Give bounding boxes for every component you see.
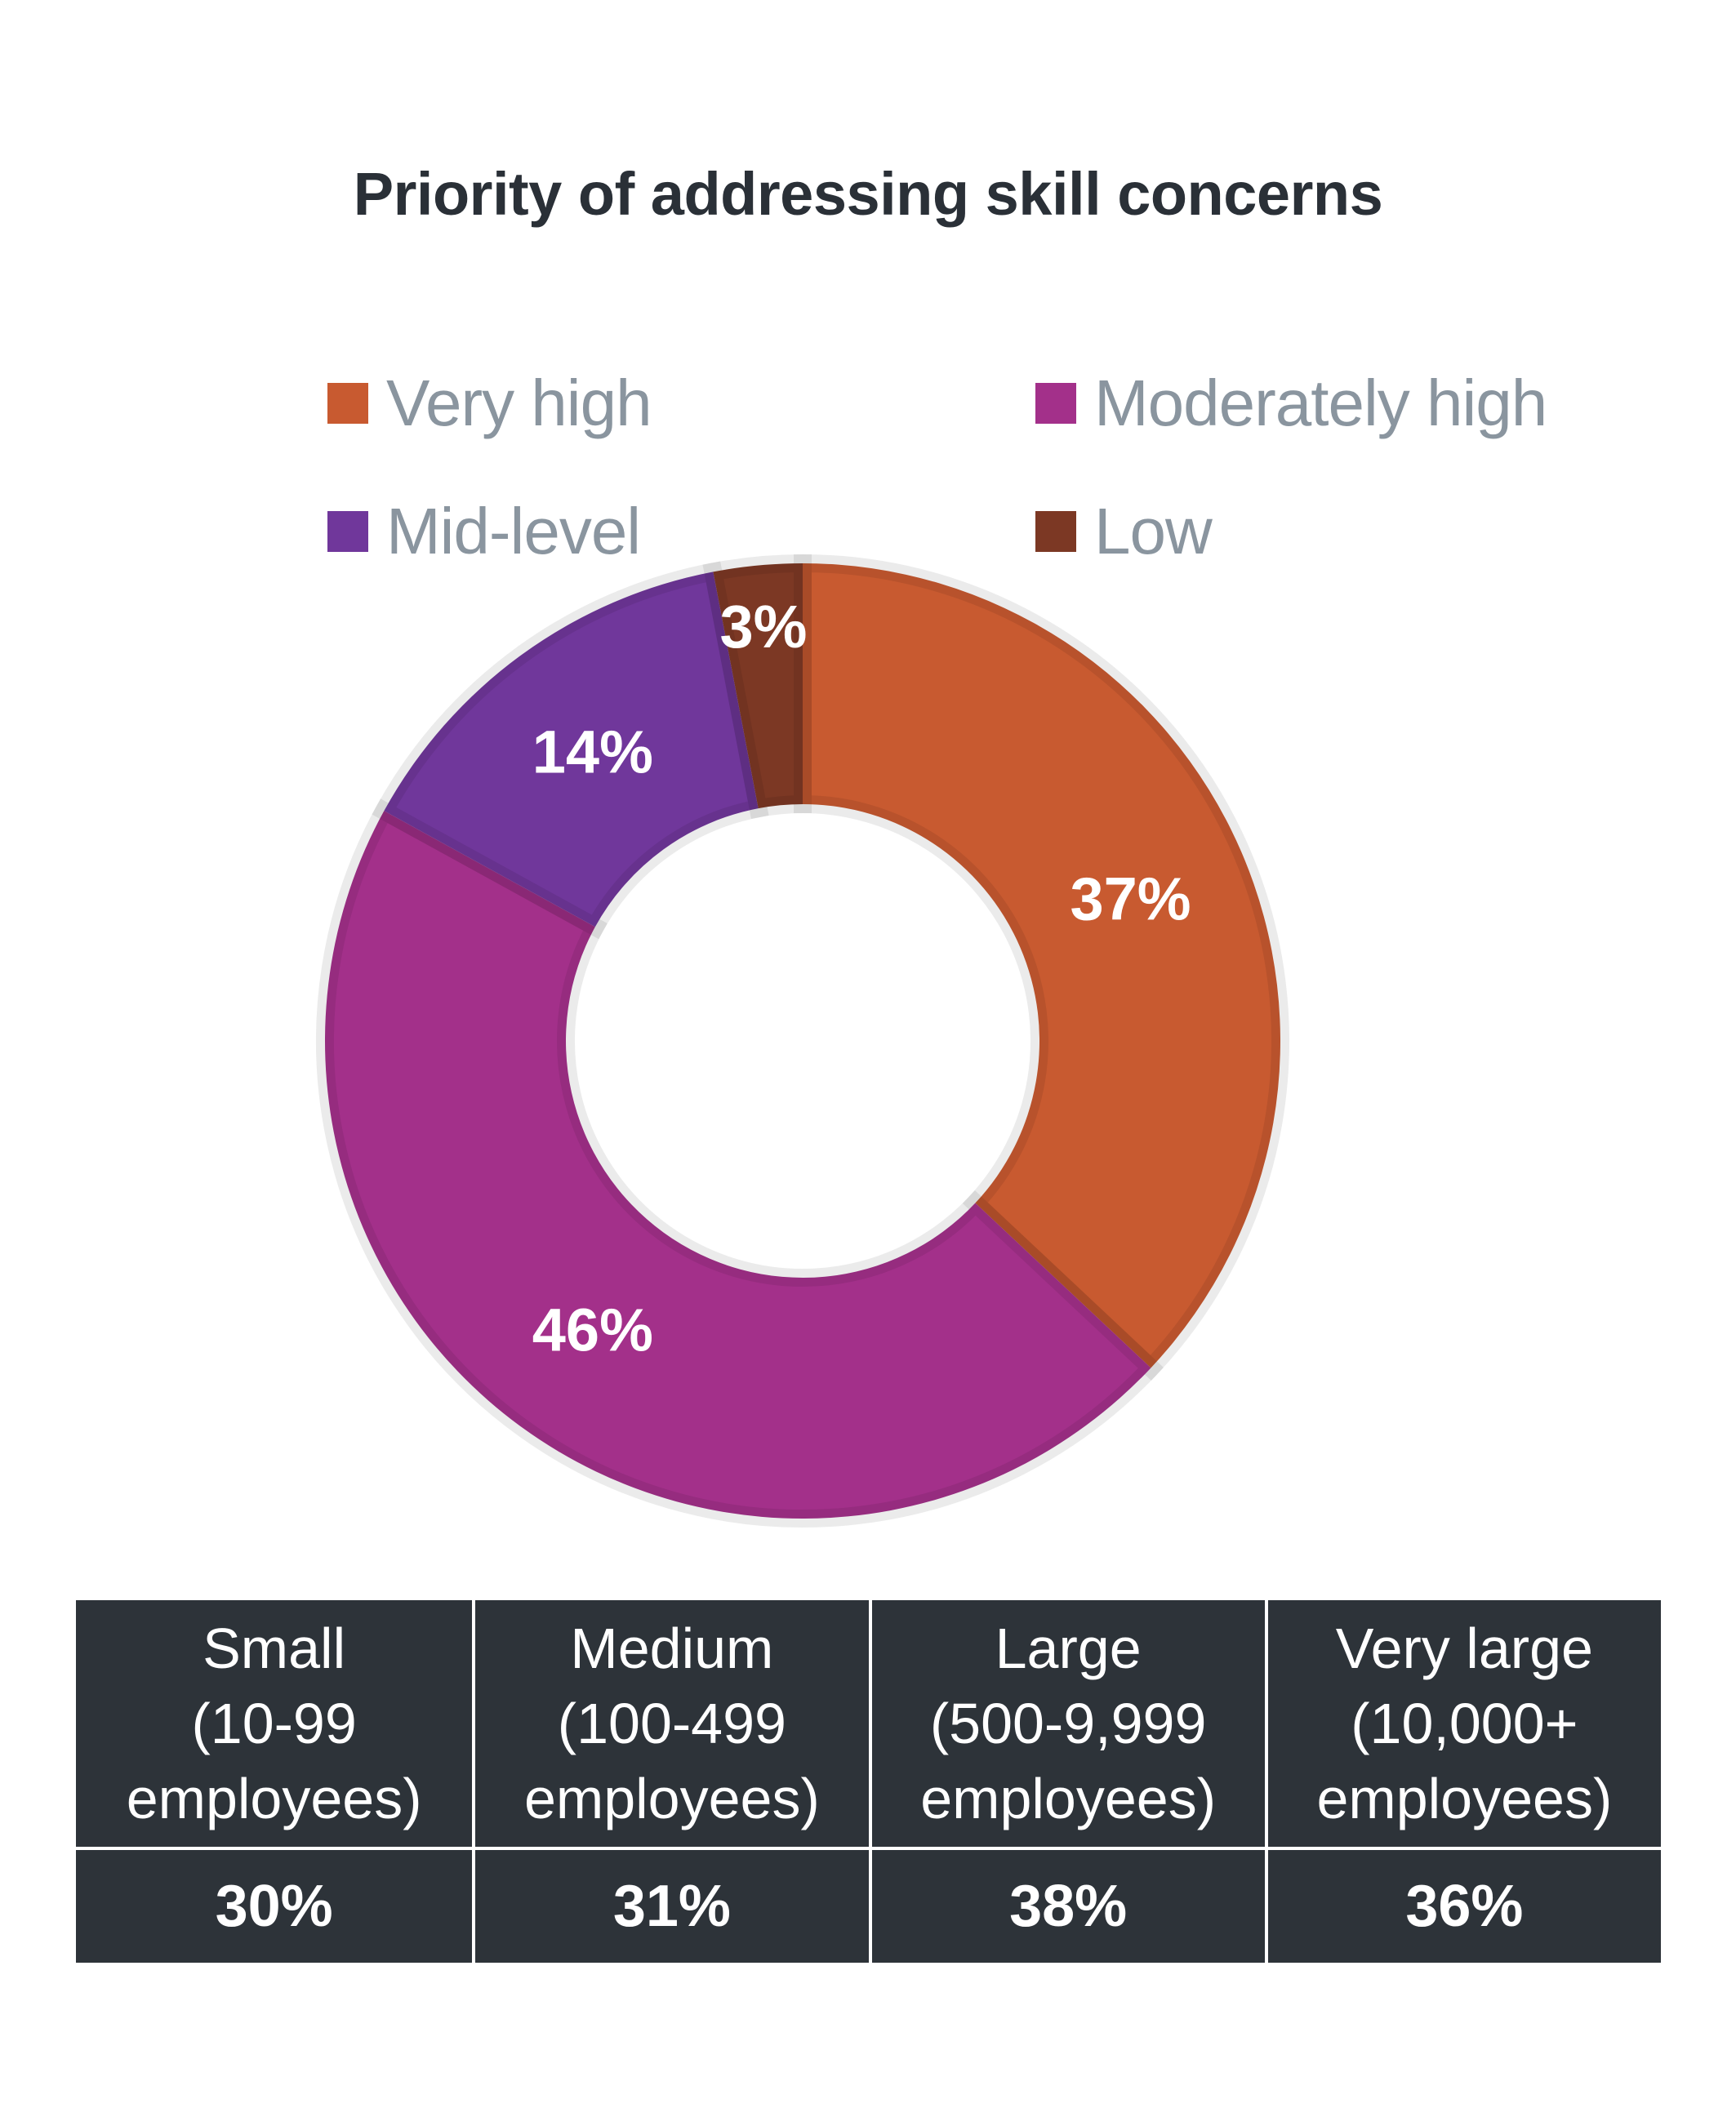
table-value-cell: 36% bbox=[1264, 1847, 1661, 1963]
table-header-cell: Very large (10,000+ employees) bbox=[1264, 1600, 1661, 1847]
legend-swatch bbox=[327, 383, 368, 424]
legend-label: Mid-level bbox=[386, 495, 641, 567]
slice-value-label: 3% bbox=[720, 593, 808, 660]
header-line: Very large bbox=[1335, 1617, 1593, 1680]
table-value-row: 30% 31% 38% 36% bbox=[76, 1847, 1661, 1963]
legend-label: Moderately high bbox=[1094, 367, 1547, 439]
legend-label: Low bbox=[1094, 495, 1213, 567]
header-line: (10-99 bbox=[191, 1692, 357, 1755]
header-line: employees) bbox=[523, 1767, 820, 1830]
legend-label: Very high bbox=[386, 367, 652, 439]
chart-title: Priority of addressing skill concerns bbox=[353, 160, 1383, 228]
donut-slice-low bbox=[702, 554, 812, 820]
donut-slice-very-high bbox=[794, 554, 1290, 1381]
donut-chart: 37% 46% 14% 3% bbox=[316, 554, 1290, 1528]
legend-item-very-high: Very high bbox=[327, 366, 652, 441]
legend-swatch bbox=[1035, 511, 1076, 552]
slice-value-label: 46% bbox=[532, 1296, 653, 1363]
legend-swatch bbox=[1035, 383, 1076, 424]
table-value-cell: 38% bbox=[868, 1847, 1265, 1963]
slice-value-label: 37% bbox=[1070, 865, 1191, 933]
company-size-table: Small (10-99 employees) Medium (100-499 … bbox=[76, 1600, 1661, 1963]
header-line: employees) bbox=[1316, 1767, 1613, 1830]
table-header-row: Small (10-99 employees) Medium (100-499 … bbox=[76, 1600, 1661, 1847]
header-line: (10,000+ bbox=[1351, 1692, 1578, 1755]
slice-value-label: 14% bbox=[532, 718, 653, 786]
legend-swatch bbox=[327, 511, 368, 552]
legend-item-low: Low bbox=[1035, 494, 1213, 569]
header-line: (500-9,999 bbox=[929, 1692, 1207, 1755]
legend-item-moderately-high: Moderately high bbox=[1035, 366, 1547, 441]
table-value-cell: 31% bbox=[472, 1847, 869, 1963]
header-line: employees) bbox=[920, 1767, 1217, 1830]
donut-slice-mid-level bbox=[372, 561, 769, 940]
table-header-cell: Small (10-99 employees) bbox=[76, 1600, 473, 1847]
header-line: Large bbox=[995, 1617, 1142, 1680]
header-line: Small bbox=[203, 1617, 346, 1680]
donut-slice-moderately-high bbox=[316, 798, 1164, 1528]
legend-item-mid-level: Mid-level bbox=[327, 494, 641, 569]
header-line: employees) bbox=[126, 1767, 422, 1830]
header-line: (100-499 bbox=[557, 1692, 786, 1755]
header-line: Medium bbox=[570, 1617, 774, 1680]
table-header-cell: Medium (100-499 employees) bbox=[472, 1600, 869, 1847]
table-value-cell: 30% bbox=[76, 1847, 473, 1963]
table-header-cell: Large (500-9,999 employees) bbox=[868, 1600, 1265, 1847]
